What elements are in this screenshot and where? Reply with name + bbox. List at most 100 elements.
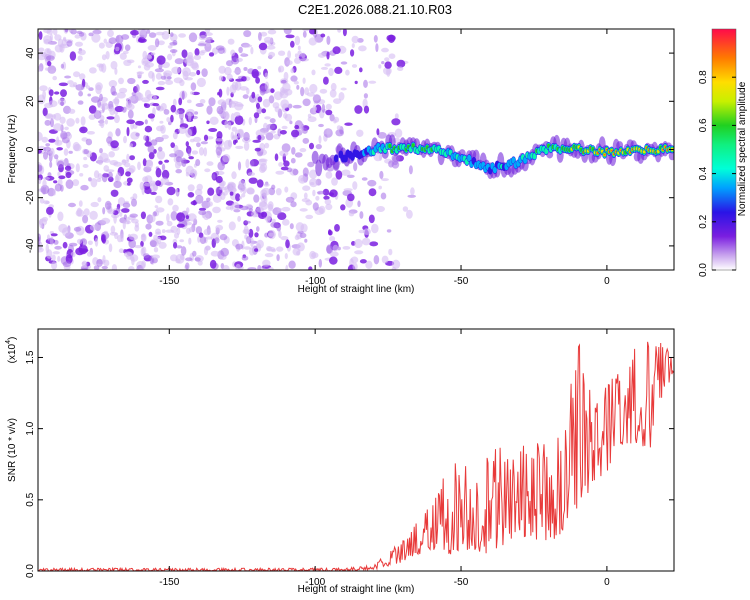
noise-blob xyxy=(309,29,316,35)
noise-blob xyxy=(99,118,105,129)
noise-blob xyxy=(53,239,59,245)
noise-blob xyxy=(283,160,290,167)
noise-blob xyxy=(134,245,143,249)
noise-blob xyxy=(323,195,330,200)
noise-blob xyxy=(169,153,177,158)
noise-blob xyxy=(280,99,290,109)
noise-blob xyxy=(231,202,240,211)
noise-blob xyxy=(77,100,84,105)
noise-blob xyxy=(179,110,184,120)
noise-blob xyxy=(130,29,140,36)
noise-blob xyxy=(63,29,69,34)
noise-blob xyxy=(93,170,100,179)
noise-blob xyxy=(280,236,289,241)
noise-blob xyxy=(239,196,243,200)
noise-blob xyxy=(340,87,347,91)
noise-blob xyxy=(200,141,208,145)
noise-blob xyxy=(350,256,359,264)
noise-blob xyxy=(198,35,208,41)
noise-blob xyxy=(107,209,115,215)
noise-blob xyxy=(104,119,108,125)
snr-plot-area xyxy=(38,329,674,571)
noise-blob xyxy=(248,117,252,126)
noise-blob xyxy=(217,99,226,106)
noise-blob xyxy=(329,89,337,98)
noise-blob xyxy=(155,31,165,36)
noise-blob xyxy=(235,193,241,202)
noise-blob xyxy=(74,34,81,39)
noise-blob xyxy=(287,50,291,59)
noise-blob xyxy=(150,139,158,146)
noise-blob xyxy=(170,142,175,149)
noise-blob xyxy=(102,207,106,215)
noise-blob xyxy=(283,29,292,35)
noise-blob xyxy=(209,259,217,269)
noise-blob xyxy=(101,54,107,61)
noise-blob xyxy=(227,121,232,130)
noise-blob xyxy=(68,202,76,208)
noise-blob xyxy=(196,142,201,148)
noise-blob xyxy=(312,94,321,104)
noise-blob xyxy=(190,82,197,91)
noise-blob xyxy=(321,103,326,113)
noise-blob xyxy=(115,46,120,52)
noise-blob xyxy=(50,118,54,128)
noise-blob xyxy=(149,240,157,248)
noise-blob xyxy=(49,33,54,42)
noise-blob xyxy=(315,144,322,150)
noise-blob xyxy=(150,191,157,195)
noise-blob xyxy=(66,118,75,127)
noise-blob xyxy=(318,123,324,128)
noise-blob xyxy=(125,171,131,177)
noise-blob xyxy=(113,114,120,124)
noise-blob xyxy=(151,72,155,82)
noise-blob xyxy=(168,121,172,126)
noise-blob xyxy=(302,137,310,144)
noise-blob xyxy=(195,159,201,167)
noise-blob xyxy=(38,177,42,185)
noise-blob xyxy=(222,264,230,270)
noise-blob xyxy=(142,176,149,183)
noise-blob xyxy=(363,105,370,114)
noise-blob xyxy=(108,151,115,158)
y-tick-label: 20 xyxy=(25,95,36,107)
noise-blob xyxy=(175,169,182,174)
spectrogram-noise-blobs xyxy=(38,29,417,270)
noise-blob xyxy=(325,203,333,211)
noise-blob xyxy=(296,84,300,90)
noise-blob xyxy=(155,136,164,143)
noise-blob xyxy=(302,30,307,38)
noise-blob xyxy=(78,90,83,97)
noise-blob xyxy=(40,184,50,195)
noise-blob xyxy=(156,150,166,160)
noise-blob xyxy=(309,83,318,94)
noise-blob xyxy=(306,92,315,97)
noise-blob xyxy=(54,91,60,95)
noise-blob xyxy=(128,96,136,102)
noise-blob xyxy=(264,72,269,79)
noise-blob xyxy=(185,257,193,262)
noise-blob xyxy=(354,105,363,114)
noise-blob xyxy=(201,68,208,77)
noise-blob xyxy=(56,136,60,145)
noise-blob xyxy=(119,212,123,217)
noise-blob xyxy=(243,30,252,38)
noise-blob xyxy=(123,135,127,144)
noise-blob xyxy=(189,72,197,77)
noise-blob xyxy=(300,58,310,62)
noise-blob xyxy=(211,173,216,180)
noise-blob xyxy=(193,54,202,61)
noise-blob xyxy=(308,266,313,270)
noise-blob xyxy=(127,109,134,119)
snr-scale-label: (x10 xyxy=(7,343,18,363)
noise-blob xyxy=(54,183,62,192)
noise-blob xyxy=(173,77,183,84)
noise-blob xyxy=(328,67,334,77)
noise-blob xyxy=(292,168,299,176)
noise-blob xyxy=(294,53,298,58)
noise-blob xyxy=(57,171,61,177)
noise-blob xyxy=(391,259,401,269)
noise-blob xyxy=(261,108,267,114)
noise-blob xyxy=(175,188,179,196)
noise-blob xyxy=(293,80,299,85)
